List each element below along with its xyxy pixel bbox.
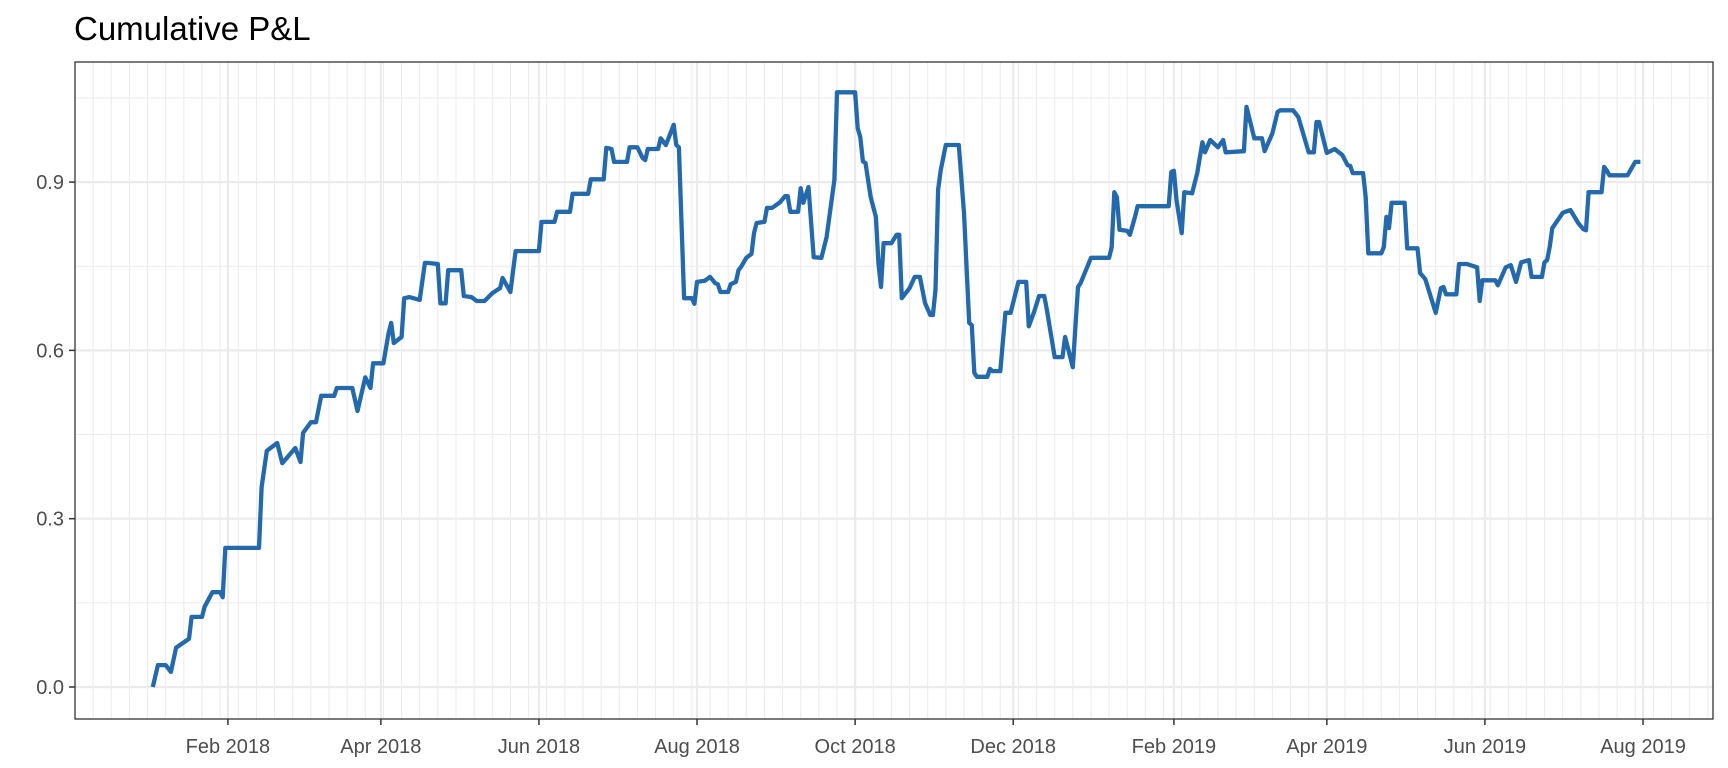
x-tick-label: Feb 2019 xyxy=(1132,736,1217,758)
major-gridlines xyxy=(75,62,1713,719)
x-tick-label: Aug 2019 xyxy=(1600,736,1686,758)
x-tick-label: Jun 2019 xyxy=(1444,736,1526,758)
series-layer xyxy=(150,90,1641,688)
y-tick-label: 0.0 xyxy=(36,677,64,699)
x-tick-label: Apr 2019 xyxy=(1286,736,1367,758)
panel-border xyxy=(74,61,1714,720)
chart-title: Cumulative P&L xyxy=(74,10,311,47)
x-tick-label: Oct 2018 xyxy=(815,736,896,758)
x-tick-label: Aug 2018 xyxy=(654,736,740,758)
pnl-line xyxy=(150,90,1641,688)
x-tick-label: Apr 2018 xyxy=(340,736,421,758)
x-tick-label: Dec 2018 xyxy=(970,736,1056,758)
y-tick-label: 0.3 xyxy=(36,509,64,531)
y-axis: 0.0 0.3 0.6 0.9 xyxy=(36,172,75,699)
x-tick-label: Feb 2018 xyxy=(186,736,271,758)
x-axis: Feb 2018 Apr 2018 Jun 2018 Aug 2018 Oct 2018… xyxy=(186,719,1686,758)
minor-gridlines xyxy=(74,62,1713,719)
y-tick-label: 0.9 xyxy=(36,172,64,194)
x-tick-label: Jun 2018 xyxy=(498,736,580,758)
y-tick-label: 0.6 xyxy=(36,340,64,362)
